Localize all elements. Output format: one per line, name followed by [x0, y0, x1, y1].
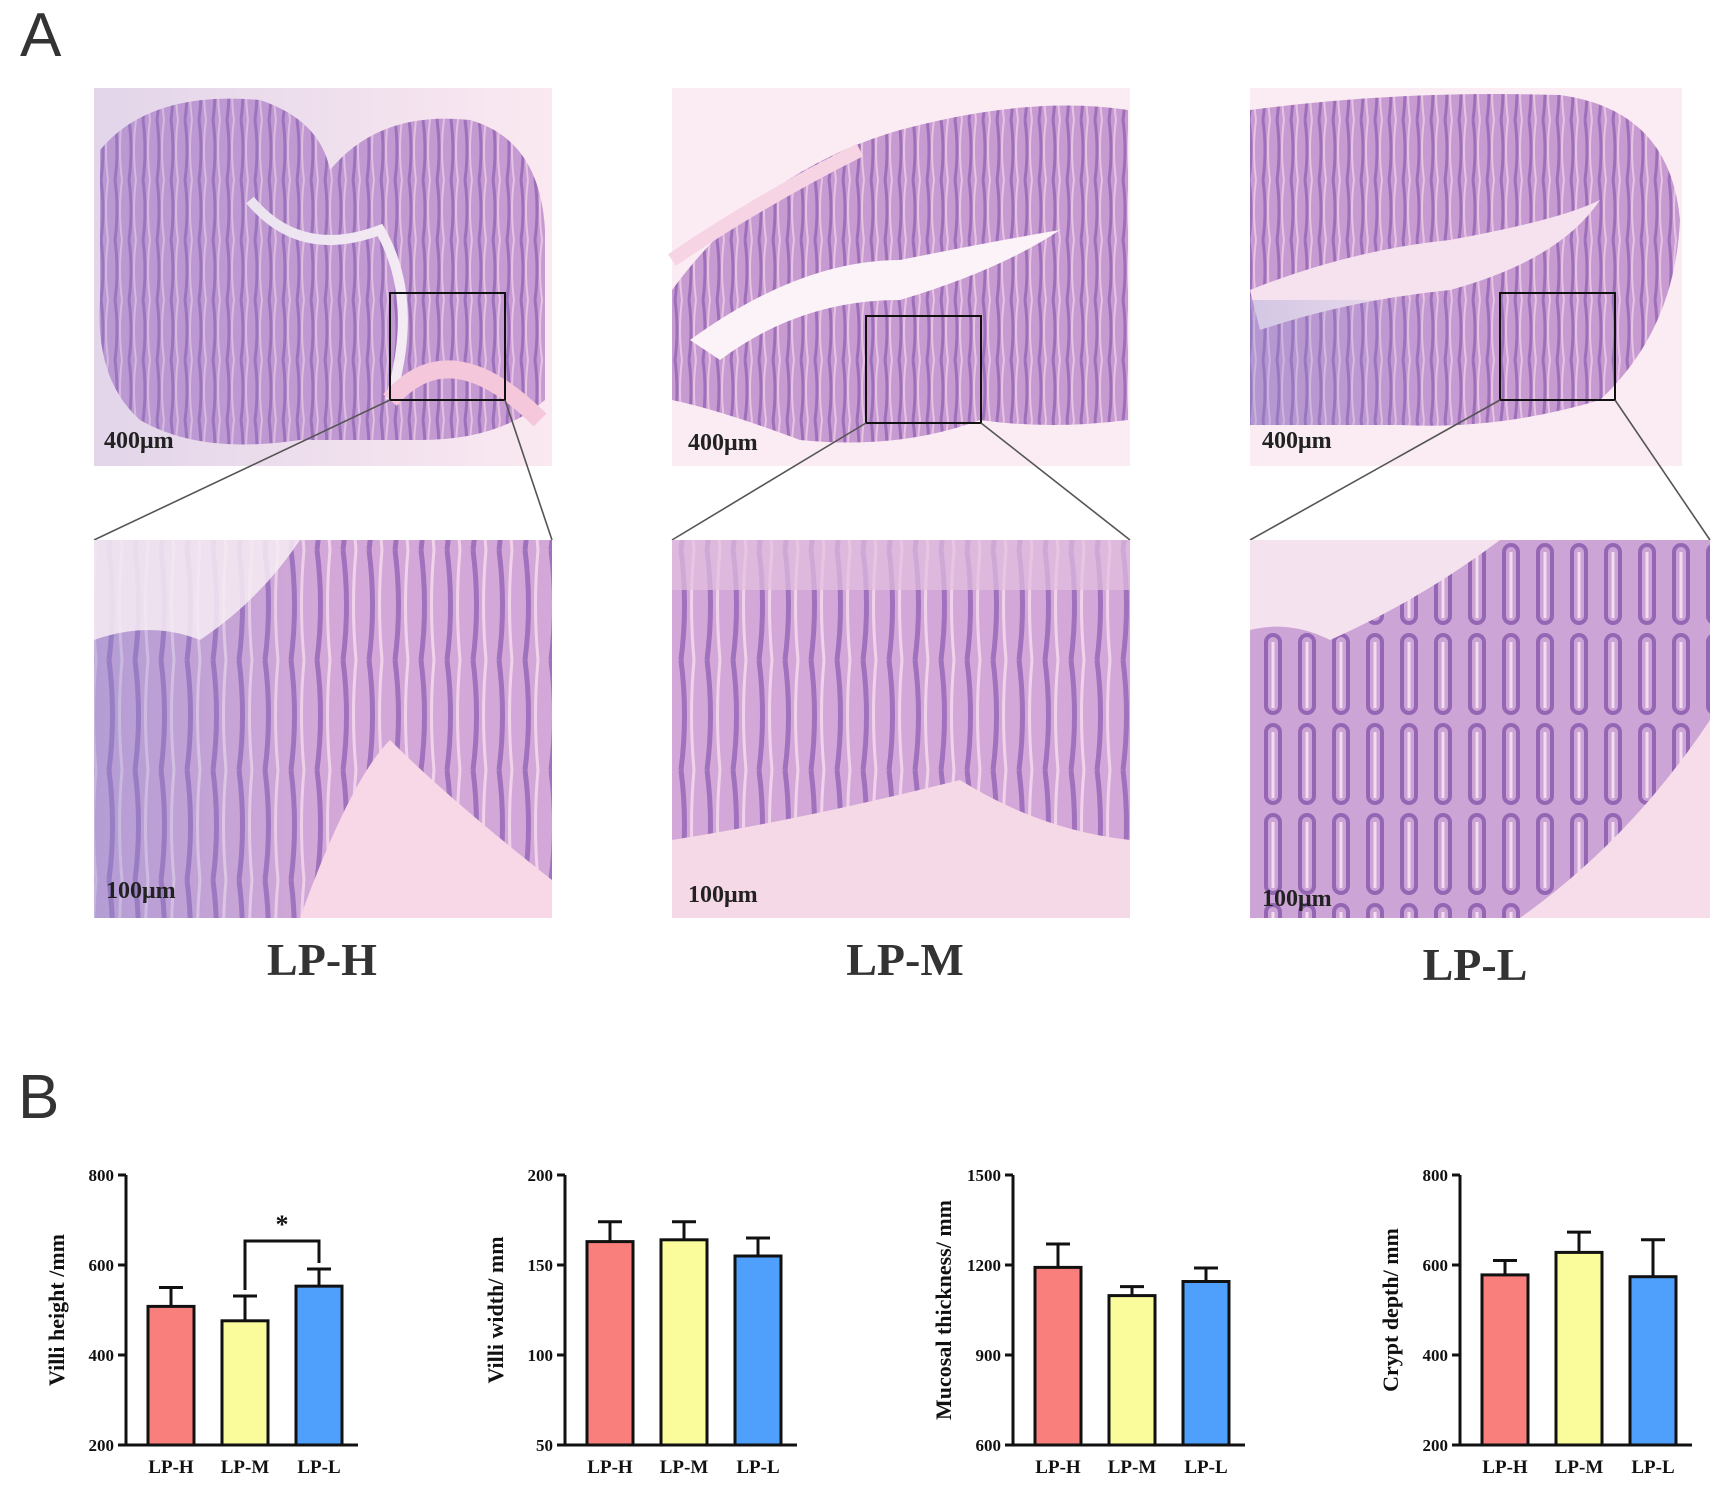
group-label-lp-m: LP-M	[846, 934, 964, 985]
bar-lp-l	[733, 1254, 783, 1447]
y-tick-label: 600	[976, 1436, 1002, 1455]
bar-lp-h	[146, 1304, 196, 1447]
bar-chart-2: 50 100 150 200 Villi width/ mm LP-H LP-M LP-L	[483, 1166, 797, 1478]
group-label-lp-h: LP-H	[267, 934, 377, 985]
panel-b-label: B	[18, 1063, 60, 1132]
y-tick-label: 900	[976, 1346, 1002, 1365]
y-axis-label: Mucosal thickness/ mm	[931, 1200, 956, 1420]
group-label-lp-l: LP-L	[1423, 939, 1528, 990]
lp-m-overview-image	[668, 88, 1130, 466]
lp-l-zoom-box	[1499, 292, 1616, 401]
bar-lp-h	[585, 1240, 635, 1447]
bar-lp-m	[659, 1238, 709, 1447]
lp-h-overview-scale: 400μm	[104, 428, 174, 454]
x-tick-label: LP-L	[1631, 1457, 1674, 1478]
y-tick-label: 400	[89, 1346, 115, 1365]
y-tick-label: 400	[1423, 1346, 1449, 1365]
x-tick-label: LP-H	[1482, 1457, 1528, 1478]
x-tick-label: LP-L	[736, 1457, 779, 1478]
y-tick-label: 200	[1423, 1436, 1449, 1455]
lp-h-zoom-box	[389, 292, 506, 401]
y-axis-label: Villi height /mm	[44, 1234, 69, 1386]
x-tick-label: LP-M	[221, 1457, 270, 1478]
lp-l-overview-scale: 400μm	[1262, 428, 1332, 454]
lp-m-zoom-box	[865, 315, 982, 424]
x-tick-label: LP-M	[660, 1457, 709, 1478]
x-tick-label: LP-H	[1035, 1457, 1081, 1478]
lp-m-zoom-scale: 100μm	[688, 882, 758, 908]
bar-lp-m	[220, 1319, 270, 1447]
lp-l-zoom-scale: 100μm	[1262, 886, 1332, 912]
y-tick-label: 800	[1423, 1166, 1449, 1185]
y-tick-label: 200	[89, 1436, 115, 1455]
y-tick-label: 150	[528, 1256, 554, 1275]
bar-chart-1: 200 400 600 800 Villi height /mm LP-H LP-M LP-L…	[44, 1166, 358, 1478]
significance-bracket	[243, 1239, 321, 1291]
zoom-connectors	[93, 399, 1711, 541]
lp-m-zoom-image	[672, 540, 1130, 918]
panel-b-charts: 200 400 600 800 Villi height /mm LP-H LP-M LP-L…	[44, 1166, 1692, 1478]
panel-a-label: A	[20, 1, 62, 70]
bar-chart-3: 600 900 1200 1500 Mucosal thickness/ mm LP-H L…	[931, 1166, 1245, 1478]
x-tick-label: LP-H	[587, 1457, 633, 1478]
bar-lp-m	[1107, 1294, 1157, 1447]
bar-chart-4: 200 400 600 800 Crypt depth/ mm LP-H LP-M LP-L	[1378, 1166, 1692, 1478]
y-tick-label: 50	[536, 1436, 553, 1455]
x-tick-label: LP-H	[148, 1457, 194, 1478]
lp-m-overview-scale: 400μm	[688, 430, 758, 456]
bar-lp-l	[294, 1284, 344, 1447]
y-tick-label: 1500	[967, 1166, 1001, 1185]
x-tick-label: LP-M	[1555, 1457, 1604, 1478]
bar-lp-h	[1480, 1273, 1530, 1447]
y-tick-label: 800	[89, 1166, 115, 1185]
y-axis-label: Crypt depth/ mm	[1378, 1228, 1403, 1392]
y-tick-label: 600	[89, 1256, 115, 1275]
lp-l-overview-image	[1250, 88, 1682, 466]
x-tick-label: LP-L	[297, 1457, 340, 1478]
lp-h-zoom-scale: 100μm	[106, 878, 176, 904]
bar-lp-m	[1554, 1250, 1604, 1447]
y-tick-label: 1200	[967, 1256, 1001, 1275]
bar-lp-h	[1033, 1265, 1083, 1447]
y-tick-label: 600	[1423, 1256, 1449, 1275]
lp-l-zoom-image	[1250, 540, 1710, 918]
y-tick-label: 200	[528, 1166, 554, 1185]
bar-lp-l	[1181, 1280, 1231, 1447]
bar-lp-l	[1628, 1275, 1678, 1447]
significance-marker: *	[276, 1210, 289, 1239]
lp-h-overview-image	[94, 88, 552, 466]
y-axis-label: Villi width/ mm	[483, 1236, 508, 1383]
y-tick-label: 100	[528, 1346, 554, 1365]
x-tick-label: LP-L	[1184, 1457, 1227, 1478]
lp-h-zoom-image	[94, 540, 552, 918]
x-tick-label: LP-M	[1108, 1457, 1157, 1478]
